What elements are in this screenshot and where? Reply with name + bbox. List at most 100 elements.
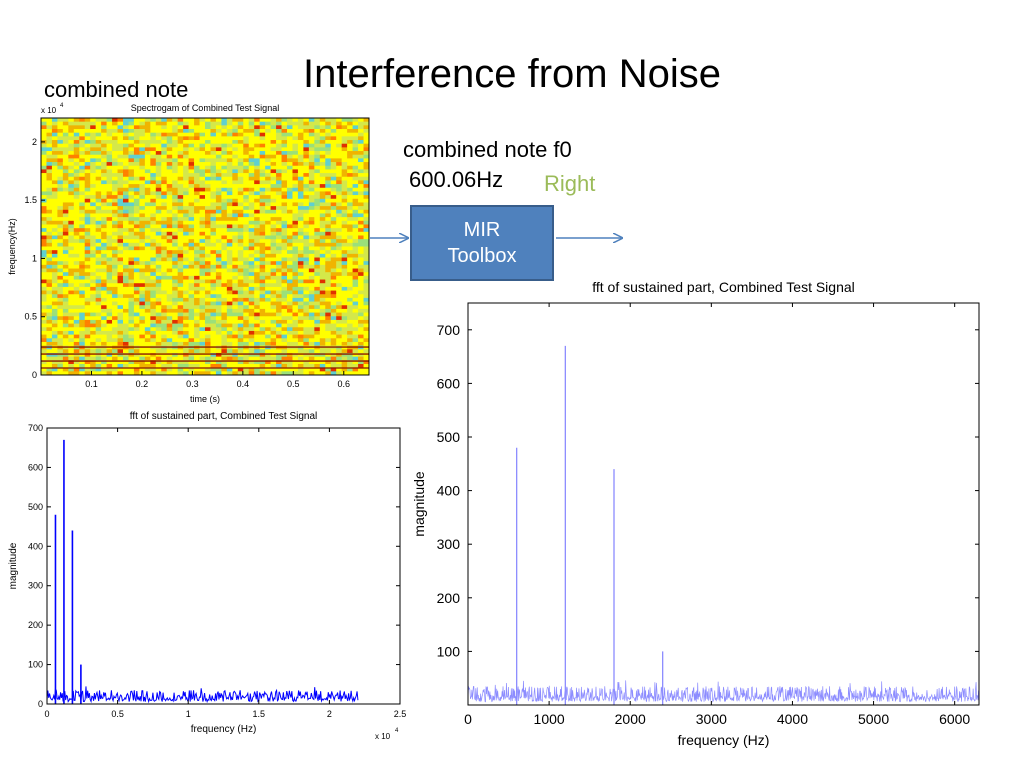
spectrogram-cell [319, 352, 326, 357]
spectrogram-cell [90, 246, 96, 251]
spectrogram-cell [336, 308, 342, 313]
spectrogram-cell [352, 330, 359, 335]
spectrogram-cell [270, 242, 277, 247]
spectrogram-cell [194, 209, 200, 214]
spectrogram-cell [84, 121, 91, 126]
spectrogram-cell [358, 239, 364, 244]
spectrogram-cell [183, 129, 189, 133]
spectrogram-cell [336, 250, 342, 255]
spectrogram-cell [205, 264, 211, 269]
spectrogram-cell [112, 367, 118, 372]
spectrogram-cell [336, 371, 342, 376]
spectrogram-cell [41, 151, 47, 156]
spectrogram-cell [226, 363, 233, 368]
spectrogram-cell [51, 242, 58, 247]
spectrogram-cell [363, 250, 370, 255]
spectrogram-cell [259, 169, 266, 174]
spectrogram-cell [144, 319, 151, 324]
spectrogram-cell [303, 253, 310, 258]
spectrogram-cell [90, 253, 96, 258]
spectrogram-cell [188, 217, 195, 222]
spectrogram-cell [226, 242, 233, 247]
spectrogram-cell [68, 202, 75, 207]
spectrogram-cell [314, 363, 321, 368]
spectrogram-cell [319, 341, 326, 346]
spectrogram-cell [210, 290, 217, 295]
spectrogram-cell [73, 162, 80, 167]
spectrogram-cell [270, 191, 277, 196]
spectrogram-cell [62, 338, 69, 343]
spectrogram-cell [352, 301, 359, 306]
spectrogram-cell [308, 231, 315, 236]
spectrogram-cell [341, 349, 348, 354]
spectrogram-cell [352, 246, 359, 251]
spectrogram-cell [84, 169, 91, 174]
spectrogram-cell [347, 330, 353, 335]
spectrogram-cell [254, 272, 260, 277]
spectrogram-cell [358, 349, 364, 354]
spectrogram-cell [183, 213, 189, 218]
spectrogram-cell [155, 154, 162, 159]
spectrogram-cell [84, 301, 91, 306]
spectrogram-cell [144, 158, 151, 163]
fft_large-ytick-label: 500 [437, 429, 461, 445]
spectrogram-cell [276, 132, 282, 137]
spectrogram-cell [199, 140, 206, 144]
spectrogram-cell [90, 202, 96, 207]
spectrogram-cell [79, 290, 86, 295]
spectrogram-cell [51, 356, 58, 361]
spectrogram-cell [314, 121, 321, 126]
spectrogram-cell [177, 121, 184, 126]
spectrogram-cell [243, 341, 250, 346]
spectrogram-cell [73, 147, 80, 152]
spectrogram-cell [155, 151, 162, 156]
spectrogram-cell [254, 334, 260, 339]
spectrogram-cell [297, 371, 304, 376]
spectrogram-cell [336, 162, 342, 167]
spectrogram-cell [276, 231, 282, 236]
spectrogram-cell [183, 140, 189, 144]
spectrogram-cell [292, 297, 299, 302]
spectrogram-cell [330, 158, 337, 163]
spectrogram-cell [150, 143, 157, 148]
spectrogram-cell [199, 261, 206, 266]
spectrogram-cell [155, 129, 162, 133]
spectrogram-cell [270, 143, 277, 148]
spectrogram-cell [79, 301, 86, 306]
spectrogram-cell [155, 283, 162, 288]
spectrogram-cell [232, 257, 239, 262]
spectrogram-cell [336, 169, 342, 174]
spectrogram-cell [281, 257, 288, 262]
spectrogram-cell [139, 283, 146, 288]
spectrogram-cell [90, 220, 96, 225]
spectrogram-cell [281, 250, 288, 255]
spectrogram-cell [297, 118, 304, 122]
spectrogram-cell [112, 242, 118, 247]
spectrogram-cell [84, 279, 91, 284]
spectrogram-cell [243, 180, 250, 185]
spectrogram-cell [281, 290, 288, 295]
spectrogram-cell [314, 272, 321, 277]
spectrogram-cell [319, 283, 326, 288]
spectrogram-cell [237, 228, 244, 233]
spectrogram-cell [347, 290, 353, 295]
spectrogram-cell [330, 316, 337, 321]
spectrogram-cell [308, 184, 315, 189]
spectrogram-cell [133, 253, 140, 258]
spectrogram-cell [363, 224, 370, 229]
spectrogram-cell [205, 242, 211, 247]
spectrogram-cell [166, 165, 173, 170]
spectrogram-cell [161, 132, 168, 137]
spectrogram-cell [281, 312, 288, 317]
spectrogram-cell [336, 235, 342, 240]
spectrogram-cell [281, 217, 288, 222]
spectrogram-cell [358, 242, 364, 247]
spectrogram-cell [117, 202, 124, 207]
spectrogram-cell [123, 323, 129, 328]
spectrogram-cell [215, 338, 222, 343]
spectrogram-cell [363, 158, 370, 163]
spectrogram-cell [347, 356, 353, 361]
spectrogram-cell [358, 173, 364, 178]
spectrogram-cell [177, 283, 184, 288]
spectrogram-cell [199, 297, 206, 302]
